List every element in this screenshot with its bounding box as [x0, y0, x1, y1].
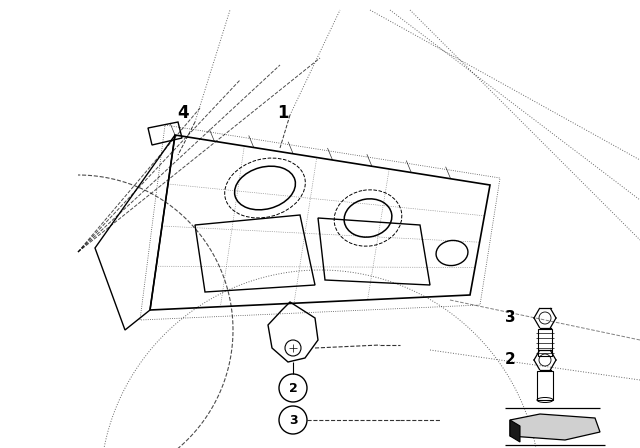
Polygon shape: [510, 414, 600, 440]
Text: 3: 3: [505, 310, 515, 326]
Text: 3: 3: [289, 414, 298, 426]
Text: 2: 2: [504, 353, 515, 367]
Text: 1: 1: [277, 104, 289, 122]
Text: 4: 4: [177, 104, 189, 122]
Polygon shape: [510, 420, 520, 442]
Text: 2: 2: [289, 382, 298, 395]
